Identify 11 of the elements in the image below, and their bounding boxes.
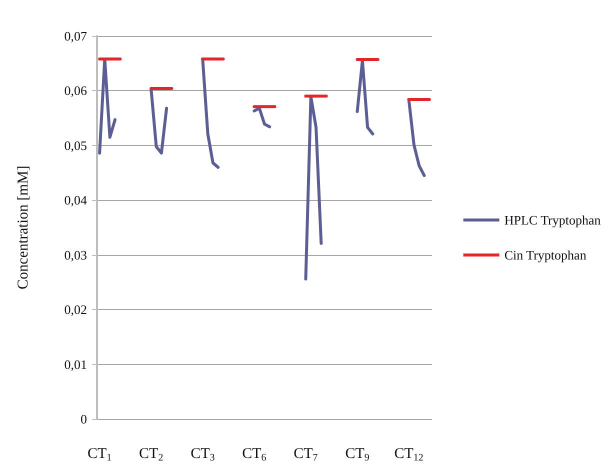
y-tick-label: 0,01 [64, 356, 87, 372]
y-tick-label: 0,04 [64, 192, 88, 208]
y-tick-label: 0,07 [64, 28, 88, 44]
y-tick-label: 0,05 [64, 138, 87, 153]
y-tick-label: 0,03 [64, 247, 87, 262]
legend-label: Cin Tryptophan [504, 248, 587, 262]
y-tick-label: 0 [80, 412, 87, 426]
y-tick-label: 0,06 [64, 83, 88, 98]
y-axis-title: Concentration [mM] [16, 166, 32, 290]
legend-label: HPLC Tryptophan [504, 212, 602, 228]
y-tick-label: 0,02 [64, 302, 87, 318]
